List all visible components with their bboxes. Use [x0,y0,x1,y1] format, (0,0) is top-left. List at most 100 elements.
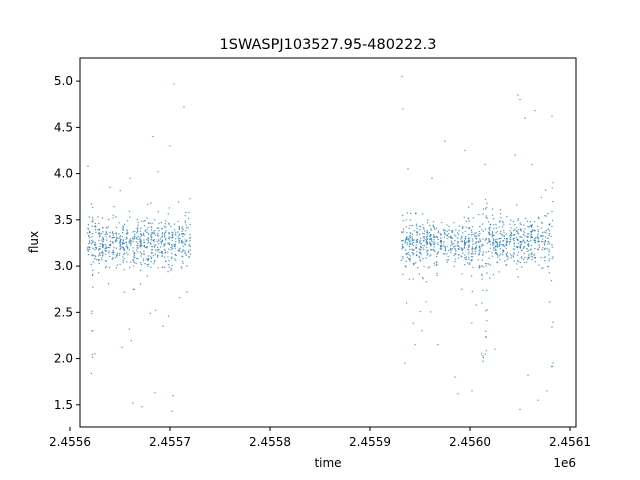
data-point [411,249,414,251]
data-point [133,237,136,239]
data-point [119,239,122,241]
data-point [92,219,94,221]
data-point [474,232,476,234]
data-point [422,236,425,238]
data-point [411,237,413,240]
data-point [168,266,171,268]
data-point [180,239,183,242]
data-point [404,242,406,244]
data-point [170,246,172,249]
data-point [163,243,165,245]
data-point [182,235,184,238]
data-point [178,241,180,244]
data-point [413,230,415,232]
data-point [501,234,504,236]
data-point [157,267,159,269]
data-point [436,227,438,229]
data-point [404,362,406,364]
y-tick-label: 5.0 [54,74,73,88]
data-point [427,249,429,252]
data-point [440,244,443,247]
data-point [171,256,173,258]
data-point [529,221,531,223]
data-point [153,263,155,265]
data-point [548,230,551,232]
data-point [503,232,505,234]
data-point [478,252,481,254]
data-point [151,245,153,248]
data-point [508,243,511,245]
data-point [496,231,499,233]
data-point [185,230,187,232]
data-point [444,232,446,235]
data-point [108,252,110,254]
data-point [429,249,432,251]
data-point [444,230,447,232]
data-point [510,257,512,259]
data-point [98,262,101,265]
data-point [415,246,417,248]
data-point [419,239,421,242]
data-point [182,242,184,244]
data-point [471,253,473,255]
data-point [494,348,496,350]
data-point [158,230,160,232]
data-point [521,250,523,252]
data-point [165,260,167,262]
data-point [153,246,155,248]
data-point [467,262,469,264]
data-point [415,225,418,227]
data-point [498,255,501,257]
data-point [513,234,515,236]
data-point [515,230,518,232]
data-point [91,233,94,235]
data-point [492,231,494,233]
data-point [423,237,425,240]
data-point [513,223,516,226]
data-point [471,390,473,392]
y-tick-label: 4.5 [54,120,73,134]
data-point [412,262,415,265]
data-point [144,229,146,232]
data-point [505,239,508,241]
data-point [122,256,124,258]
data-point [444,253,446,255]
data-point [549,242,551,245]
data-point [444,247,447,250]
data-point [547,265,549,268]
data-point [547,243,549,245]
data-point [517,243,520,245]
data-point [406,212,408,214]
data-point [188,211,190,214]
data-point [172,394,174,397]
data-point [134,233,136,235]
data-point [528,249,530,252]
data-point [495,241,497,243]
data-point [408,254,410,256]
data-point [544,259,546,262]
y-tick-label: 2.5 [54,305,73,319]
data-point [443,229,445,232]
data-point [485,216,487,219]
data-point [415,212,417,214]
data-point [495,249,497,251]
data-point [118,254,121,256]
data-point [119,247,122,250]
data-point [433,235,436,238]
data-point [478,241,480,244]
data-point [152,231,155,233]
data-point [425,301,427,303]
data-point [122,246,125,249]
data-point [115,267,118,269]
data-point [468,239,470,242]
data-point [132,258,134,261]
data-point [168,263,170,266]
data-point [499,258,501,261]
data-point [506,259,508,261]
data-point [465,256,468,258]
data-point [409,258,411,260]
data-point [543,231,545,233]
data-point [516,263,518,265]
data-point [481,273,483,275]
